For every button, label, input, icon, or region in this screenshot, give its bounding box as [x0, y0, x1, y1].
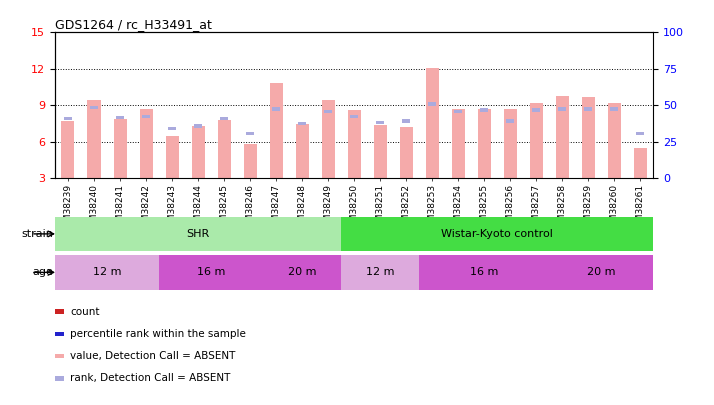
Bar: [351, 115, 358, 118]
Bar: [88, 100, 101, 178]
Text: 20 m: 20 m: [587, 267, 615, 277]
Bar: [194, 124, 202, 128]
Text: GDS1264 / rc_H33491_at: GDS1264 / rc_H33491_at: [55, 18, 212, 31]
Text: age: age: [32, 267, 53, 277]
Bar: [159, 255, 263, 290]
Text: strain: strain: [21, 229, 53, 239]
Bar: [114, 119, 126, 178]
Text: value, Detection Call = ABSENT: value, Detection Call = ABSENT: [70, 351, 236, 361]
Text: rank, Detection Call = ABSENT: rank, Detection Call = ABSENT: [70, 373, 231, 384]
Text: 16 m: 16 m: [470, 267, 498, 277]
Bar: [454, 110, 462, 113]
Bar: [64, 117, 72, 120]
Bar: [243, 144, 256, 178]
Bar: [376, 121, 384, 124]
Bar: [341, 217, 653, 251]
Text: 12 m: 12 m: [366, 267, 394, 277]
Bar: [272, 107, 280, 111]
Bar: [191, 126, 205, 178]
Bar: [555, 96, 569, 178]
Bar: [478, 109, 491, 178]
Bar: [324, 110, 332, 113]
Bar: [636, 132, 644, 135]
Bar: [549, 255, 653, 290]
Bar: [220, 117, 228, 120]
Bar: [610, 107, 618, 111]
Bar: [55, 255, 159, 290]
Bar: [166, 136, 178, 178]
Bar: [584, 107, 592, 111]
Bar: [270, 83, 283, 178]
Bar: [634, 148, 647, 178]
Bar: [296, 124, 308, 178]
Bar: [373, 125, 387, 178]
Bar: [428, 102, 436, 106]
Bar: [263, 255, 341, 290]
Text: 12 m: 12 m: [93, 267, 121, 277]
Bar: [142, 115, 150, 118]
Bar: [426, 68, 438, 178]
Bar: [481, 109, 488, 112]
Bar: [582, 97, 595, 178]
Bar: [341, 255, 419, 290]
Text: Wistar-Kyoto control: Wistar-Kyoto control: [441, 229, 553, 239]
Bar: [506, 119, 514, 123]
Bar: [139, 109, 153, 178]
Text: percentile rank within the sample: percentile rank within the sample: [70, 329, 246, 339]
Bar: [90, 106, 98, 109]
Bar: [400, 127, 413, 178]
Bar: [168, 127, 176, 130]
Bar: [61, 121, 74, 178]
Bar: [218, 120, 231, 178]
Bar: [348, 110, 361, 178]
Text: count: count: [70, 307, 99, 317]
Bar: [504, 109, 517, 178]
Bar: [530, 103, 543, 178]
Bar: [533, 109, 540, 112]
Bar: [116, 116, 124, 119]
Text: SHR: SHR: [186, 229, 210, 239]
Bar: [558, 107, 566, 111]
Bar: [419, 255, 549, 290]
Bar: [55, 217, 341, 251]
Bar: [402, 119, 410, 123]
Bar: [608, 103, 620, 178]
Bar: [321, 100, 335, 178]
Bar: [452, 109, 465, 178]
Bar: [246, 132, 254, 135]
Text: 20 m: 20 m: [288, 267, 316, 277]
Text: 16 m: 16 m: [197, 267, 225, 277]
Bar: [298, 122, 306, 125]
